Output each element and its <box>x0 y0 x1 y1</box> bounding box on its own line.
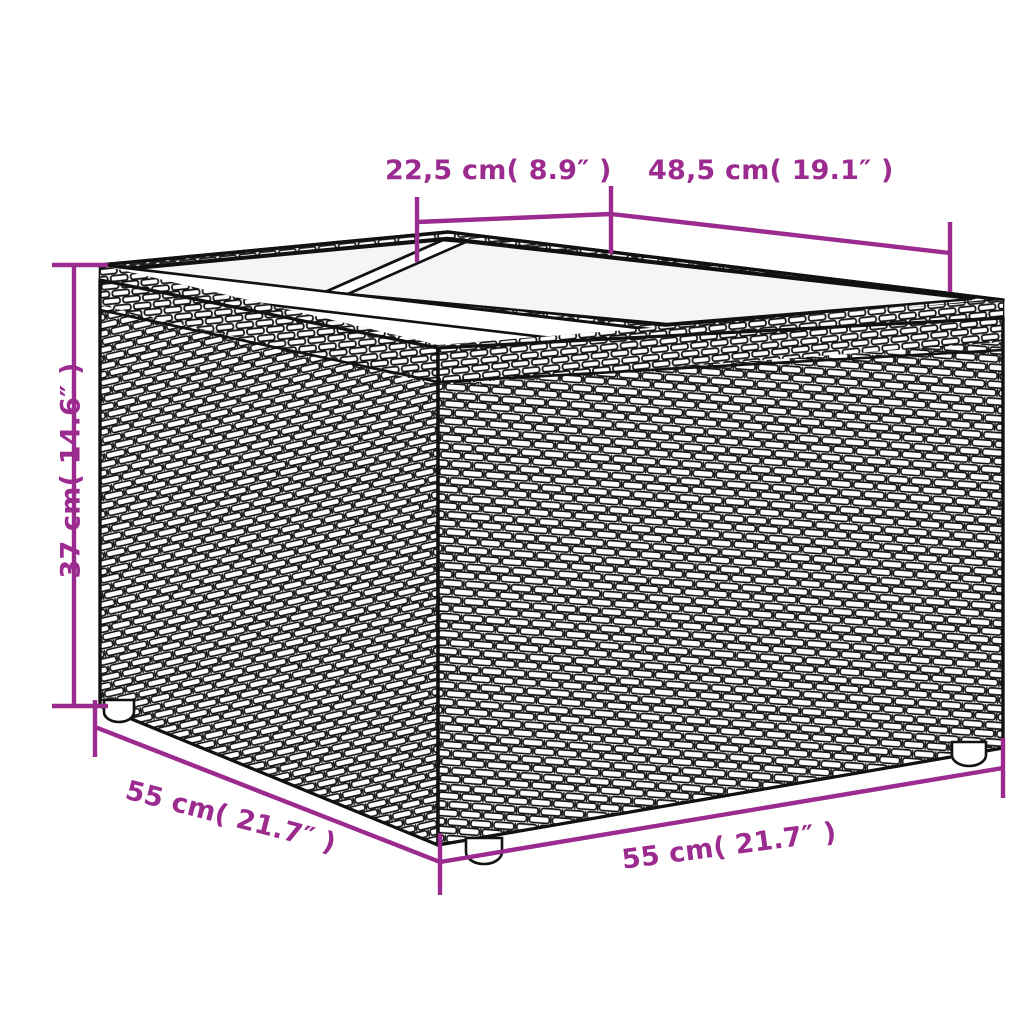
dimline-width <box>439 738 1006 865</box>
dimension-lines <box>52 186 1006 895</box>
dimension-label-top-left: 22,5 cm( 8.9″ ) <box>385 155 612 186</box>
dimline-top <box>414 186 953 292</box>
table-illustration <box>98 230 1005 866</box>
dimline-depth-diagonal <box>94 724 441 865</box>
dimline-top-left-segment <box>416 211 612 225</box>
glass-panel-right <box>343 240 973 326</box>
foot-right <box>950 740 988 768</box>
side-face <box>98 265 440 848</box>
dimension-label-top-right: 48,5 cm( 19.1″ ) <box>648 155 894 186</box>
dimline-depth <box>92 700 443 895</box>
dimline-top-right-segment <box>610 211 951 256</box>
foot-left <box>102 698 136 724</box>
dimline-height <box>52 262 108 709</box>
dimline-width-diagonal <box>439 765 1004 865</box>
dimension-label-height: 37 cm( 14.6″ ) <box>55 362 87 579</box>
front-face <box>436 300 1005 847</box>
